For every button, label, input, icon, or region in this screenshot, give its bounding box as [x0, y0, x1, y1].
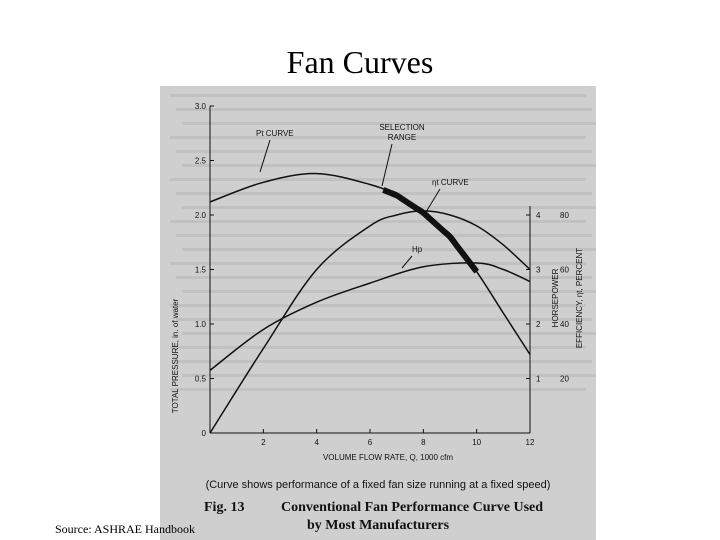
background-texture-line [170, 304, 586, 307]
y-tick-label: 1.0 [195, 320, 207, 329]
background-texture-line [182, 248, 596, 251]
selection-range-band [382, 187, 480, 274]
eta-leader-line [425, 188, 441, 213]
background-texture-line [170, 94, 586, 97]
background-texture-line [182, 122, 596, 125]
background-texture-line [182, 332, 596, 335]
y3-axis-label: EFFICIENCY, ηt, PERCENT [575, 248, 584, 348]
x-tick-label: 4 [314, 438, 319, 447]
x-tick-label: 2 [261, 438, 266, 447]
y-tick-label: 0.5 [195, 375, 207, 384]
y3-tick-label: 20 [560, 375, 569, 384]
x-tick-label: 8 [421, 438, 426, 447]
x-axis-label: VOLUME FLOW RATE, Q, 1000 cfm [323, 453, 453, 462]
background-texture-line [176, 192, 592, 195]
y2-tick-label: 2 [536, 320, 541, 329]
x-tick-label: 12 [526, 438, 535, 447]
pt-leader-line [259, 139, 271, 173]
y3-tick-label: 60 [560, 266, 569, 275]
figure-caption-line2: by Most Manufacturers [307, 518, 450, 533]
background-texture-line [182, 374, 596, 377]
y-tick-label: 2.5 [195, 157, 207, 166]
y-tick-label: 0 [202, 429, 207, 438]
efficiency-curve [209, 210, 531, 434]
background-texture-line [170, 136, 586, 139]
background-texture-line [176, 234, 592, 237]
y3-tick-label: 40 [560, 320, 569, 329]
y3-tick-label: 80 [560, 211, 569, 220]
background-texture-line [170, 262, 586, 265]
background-texture-line [182, 206, 596, 209]
background-texture-line [176, 108, 592, 111]
x-tick-label: 10 [472, 438, 481, 447]
selection-leader-line [381, 143, 393, 187]
x-tick-label: 6 [368, 438, 373, 447]
source-credit: Source: ASHRAE Handbook [55, 522, 195, 536]
background-texture-line [170, 178, 586, 181]
fan-performance-figure: 2 4 6 8 10 12 0 0.5 1.0 1.5 2.0 2.5 3.0 1 2 3 4 20 40 60 80 … [160, 86, 596, 540]
background-texture-line [182, 164, 596, 167]
eta-curve-label: ηt CURVE [432, 178, 469, 187]
background-texture-line [170, 346, 586, 349]
pt-curve-label: Pt CURVE [256, 129, 294, 138]
y-tick-label: 2.0 [195, 211, 207, 220]
y-tick-label: 1.5 [195, 266, 207, 275]
horsepower-curve [209, 262, 531, 371]
background-texture-line [176, 276, 592, 279]
figure-note: (Curve shows performance of a fixed fan … [206, 479, 551, 491]
slide-title: Fan Curves [286, 44, 434, 80]
hp-leader-line [401, 255, 413, 269]
background-texture-line [176, 318, 592, 321]
figure-number: Fig. 13 [204, 500, 244, 515]
y-tick-label: 3.0 [195, 102, 207, 111]
background-texture-line [176, 150, 592, 153]
selection-range-label-1: SELECTION [379, 123, 425, 132]
y2-tick-label: 1 [536, 375, 541, 384]
background-texture-line [170, 388, 586, 391]
y2-tick-label: 4 [536, 211, 541, 220]
y2-tick-label: 3 [536, 266, 541, 275]
y2-axis-label: HORSEPOWER [551, 268, 560, 327]
background-texture-line [182, 290, 596, 293]
selection-range-label-2: RANGE [388, 133, 416, 142]
y-axis-label: TOTAL PRESSURE, in. of water [171, 298, 180, 413]
fan-curve-chart: 2 4 6 8 10 1200.51.01.52.02.53.0123420406080 … [170, 94, 596, 533]
hp-curve-label: Hp [412, 245, 423, 254]
figure-caption-line1: Conventional Fan Performance Curve Used [281, 500, 543, 515]
background-texture-line [176, 360, 592, 363]
